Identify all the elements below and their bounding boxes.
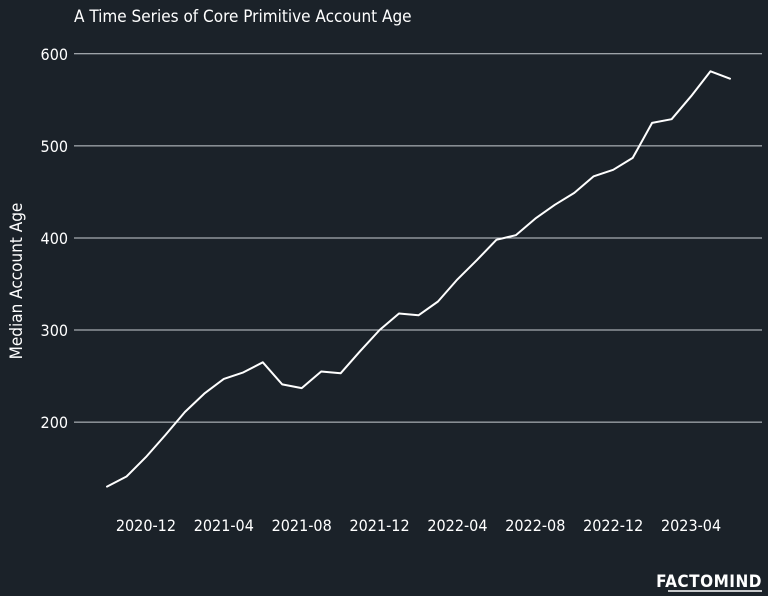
x-tick-label: 2022-08 [505, 516, 565, 535]
brand-logo: FACTOMIND [656, 572, 762, 592]
x-tick-label: 2021-04 [194, 516, 254, 535]
y-tick-label: 300 [41, 321, 68, 340]
y-tick-label: 500 [41, 137, 68, 156]
x-tick-label: 2022-04 [427, 516, 487, 535]
series-line-0 [106, 70, 731, 488]
x-tick-label: 2022-12 [583, 516, 643, 535]
x-tick-label: 2020-12 [116, 516, 176, 535]
x-tick-label: 2023-04 [661, 516, 721, 535]
y-tick-label: 400 [41, 229, 68, 248]
x-tick-label: 2021-08 [272, 516, 332, 535]
series-layer [106, 70, 731, 488]
y-axis-label: Median Account Age [7, 203, 27, 360]
gridlines [74, 53, 762, 423]
brand-wordmark: FACTOMIND [656, 572, 762, 592]
chart-title: A Time Series of Core Primitive Account … [74, 7, 412, 27]
y-axis-ticks: 200 300 400 500 600 [41, 45, 68, 432]
y-tick-label: 200 [41, 413, 68, 432]
x-tick-label: 2021-12 [349, 516, 409, 535]
x-axis-ticks: 2020-12 2021-04 2021-08 2021-12 2022-04 2022-… [116, 516, 721, 535]
y-tick-label: 600 [41, 45, 68, 64]
